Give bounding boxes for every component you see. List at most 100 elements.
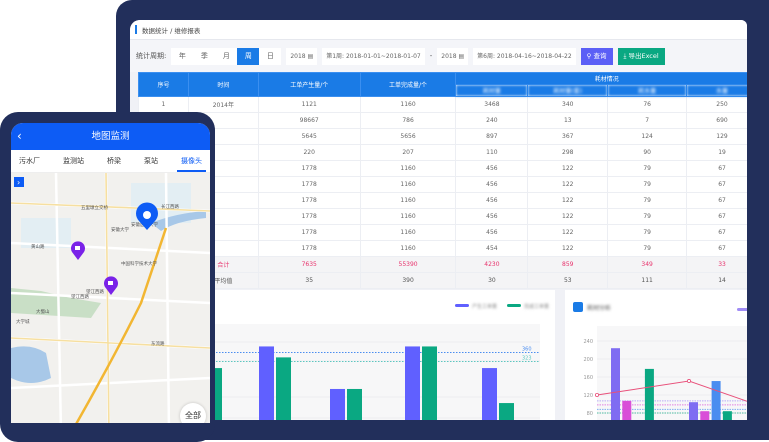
table-cell: 67 (686, 224, 747, 241)
table-row: 1778 1160 456 122 79 67 (138, 208, 747, 225)
table-cell: 1160 (359, 240, 457, 257)
table-cell: 35 (257, 272, 361, 289)
table-cell: 1160 (359, 160, 457, 177)
line-point (594, 393, 599, 398)
table-cell: 129 (686, 128, 747, 145)
chevron-right-icon: › (17, 178, 20, 187)
table-cell: 3468 (455, 96, 529, 113)
phone-title: 地图监测 (91, 131, 130, 142)
table-cell: 1160 (359, 96, 457, 113)
period-quarter[interactable]: 季 (200, 51, 208, 60)
consumables-chart: 耗材分析2402001601208040 (573, 302, 747, 420)
map-label: 长江西路 (161, 203, 179, 210)
table-cell: 90 (607, 144, 688, 161)
bar (644, 368, 654, 420)
map-label: 中国科学技术大学 (121, 260, 157, 267)
table-cell: 240 (455, 112, 529, 129)
table-cell: 122 (527, 192, 609, 209)
table-cell: 14 (686, 272, 747, 289)
query-button[interactable]: ⚲ 查询 (580, 47, 613, 65)
reference-label: 323 (522, 356, 532, 362)
bar (276, 357, 291, 420)
table-cell: 7 (607, 112, 688, 129)
period-year[interactable]: 年 (178, 51, 186, 60)
table-cell: 456 (455, 208, 529, 225)
table-cell: 124 (607, 128, 688, 145)
bar (622, 400, 632, 420)
query-label: 查询 (593, 51, 607, 60)
table-cell: 7635 (257, 256, 361, 273)
table-cell: 1778 (257, 224, 361, 241)
calendar-icon: ▤ (307, 52, 314, 60)
table-cell: 1160 (359, 208, 457, 225)
map-river (151, 211, 206, 231)
tab-camera[interactable]: 摄像头 (177, 150, 206, 172)
sum-row: 合计 7635 55390 4230 859 349 33 (138, 256, 747, 273)
map-label: 大蜀山 (36, 308, 50, 315)
table-cell: 220 (257, 144, 361, 161)
period-day[interactable]: 日 (266, 51, 274, 60)
map-label: 东流路 (151, 340, 165, 347)
map-label: 黄山路 (31, 243, 45, 250)
phone-tabs: 污水厂 监测站 桥梁 泵站 摄像头 (11, 150, 210, 173)
table-cell: 98667 (257, 112, 361, 129)
week-start-select[interactable]: 第1周: 2018-01-01~2018-01-07 (322, 47, 425, 65)
map-highway (75, 227, 168, 423)
table-cell: 122 (527, 160, 609, 177)
workorder-chart-card: 产生工单量 完成工单量 360 323 (190, 290, 555, 420)
table-cell: 19 (686, 144, 747, 161)
year-end-select[interactable]: 2018 ▤ (437, 47, 469, 65)
legend-swatch (507, 304, 521, 307)
table-row: 1778 1160 456 122 79 67 (138, 176, 747, 193)
plot-area (597, 326, 747, 420)
legend-swatch (455, 304, 469, 307)
table-cell: 5645 (257, 128, 361, 145)
table-cell: 76 (607, 96, 688, 113)
table-cell: 1778 (257, 176, 361, 193)
period-week[interactable]: 周 (237, 47, 260, 65)
show-all-button[interactable]: 全部 (180, 403, 206, 423)
expand-panel-button[interactable] (14, 177, 24, 187)
table-cell: 79 (607, 176, 688, 193)
table-cell: 5656 (359, 128, 457, 145)
table-row: 5645 5656 897 367 124 129 (138, 128, 747, 145)
table-cell: 340 (527, 96, 609, 113)
map-label: 五里墩立交桥 (81, 204, 108, 211)
y-tick-label: 120 (583, 393, 593, 399)
period-month[interactable]: 月 (222, 51, 230, 60)
tab-sewage-plant[interactable]: 污水厂 (19, 157, 40, 165)
table-cell: 67 (686, 176, 747, 193)
table-cell: 4230 (455, 256, 529, 273)
bar (482, 368, 497, 420)
export-excel-button[interactable]: ⤓ 导出Excel (617, 47, 665, 65)
table-cell: 349 (607, 256, 688, 273)
back-chevron-icon[interactable]: ‹ (17, 129, 22, 143)
year-start-select[interactable]: 2018 ▤ (286, 47, 318, 65)
map-water (11, 346, 51, 383)
bar (422, 346, 437, 420)
table-cell: 30 (455, 272, 529, 289)
table-cell: 1778 (257, 160, 361, 177)
calendar-icon: ▤ (458, 52, 465, 60)
map-view[interactable]: 五里墩立交桥黄山路望江西路安徽大学中国科学技术大学安徽医科大学大蜀山东流路望江西… (11, 172, 210, 423)
period-selector[interactable]: 年 季 月 周 日 (171, 47, 282, 65)
table-cell: 67 (686, 240, 747, 257)
camera-marker[interactable] (104, 276, 118, 295)
tab-monitoring-station[interactable]: 监测站 (63, 157, 84, 165)
table-cell: 1778 (257, 208, 361, 225)
week-end-select[interactable]: 第6周: 2018-04-16~2018-04-22 (473, 47, 576, 65)
map-label: 望江西路 (86, 288, 104, 295)
table-cell: 122 (527, 208, 609, 225)
sub-col: 耗材量(套) (527, 84, 609, 97)
table-cell: 13 (527, 112, 609, 129)
table-row: 1778 1160 456 122 79 67 (138, 160, 747, 177)
consumables-chart-card: 耗材分析2402001601208040 (565, 290, 747, 420)
tab-pump-station[interactable]: 泵站 (144, 157, 158, 165)
bar (259, 346, 274, 420)
camera-marker[interactable] (71, 241, 85, 260)
workorder-bar-chart: 产生工单量 完成工单量 360 323 (190, 303, 549, 420)
table-cell: 2014年 (187, 96, 259, 113)
tab-bridge[interactable]: 桥梁 (107, 157, 121, 165)
location-marker[interactable] (136, 202, 158, 230)
map-canvas[interactable]: 五里墩立交桥黄山路望江西路安徽大学中国科学技术大学安徽医科大学大蜀山东流路望江西… (11, 172, 210, 423)
